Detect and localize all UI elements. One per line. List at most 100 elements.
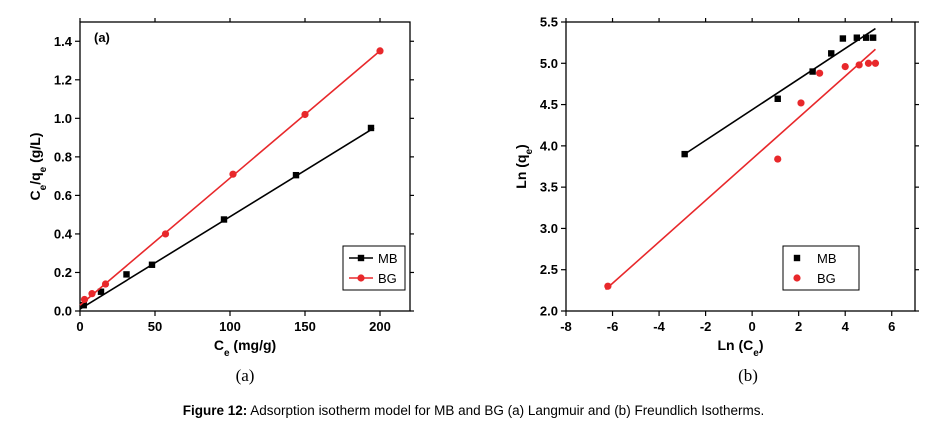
x-tick-label: 0: [76, 319, 83, 334]
data-point-mb: [681, 150, 688, 158]
y-axis-title: Ln (qe): [513, 144, 535, 188]
series-mb: [79, 124, 375, 310]
y-axis-title: Ce/qe (g/L): [27, 133, 49, 201]
legend-box: [342, 245, 406, 291]
data-point-mb: [292, 171, 300, 179]
legend-label: BG: [378, 271, 397, 286]
data-point-bg: [229, 170, 237, 178]
y-tick-label: 5.0: [540, 56, 558, 71]
x-axis-title-main: Ln (C: [718, 337, 754, 353]
x-tick-label: -6: [607, 319, 619, 334]
x-tick-label: 4: [842, 319, 850, 334]
x-tick-label: -4: [653, 319, 665, 334]
figure-canvas: 0 50 100 150 200 0.0 0.2 0.4 0.6 0.8 1.0 1.2 1.4 Ce (…: [27, 15, 919, 359]
x-axis-title-main: C: [214, 337, 224, 353]
data-point-bg: [101, 280, 110, 288]
y-tick-label: 0.8: [54, 149, 72, 164]
x-tick-label: -8: [560, 319, 572, 334]
fit-line-bg: [79, 50, 381, 306]
y-tick-label: 4.5: [540, 97, 558, 112]
data-point-mb: [367, 124, 375, 132]
data-point-mb: [123, 271, 130, 278]
data-point-mb: [839, 35, 847, 42]
y-tick-label: 2.0: [540, 304, 558, 319]
data-point-bg: [864, 59, 873, 67]
data-point-mb: [809, 68, 816, 75]
series-bg: [604, 48, 880, 291]
plot-frame: [565, 21, 916, 312]
data-point-bg: [88, 290, 96, 298]
plot-frame: [79, 21, 411, 312]
y-tick-label: 4.0: [540, 138, 558, 153]
legend-marker: [357, 274, 365, 282]
data-point-bg: [376, 47, 384, 55]
x-tick-label: 50: [148, 319, 162, 334]
x-tick-label: 6: [888, 319, 895, 334]
data-point-mb: [148, 261, 156, 268]
y-tick-label: 3.0: [540, 221, 558, 236]
x-tick-label: 200: [369, 319, 391, 334]
y-tick-label: 3.5: [540, 180, 558, 195]
data-point-mb: [828, 50, 835, 57]
data-point-bg: [161, 230, 170, 238]
series-mb: [681, 27, 877, 158]
chart-panel-b: -8 -6 -4 -2 0 2 4 6 2.0 2.5 3.0 3.5 4.0 4.5 5.0 5.5 Ln (…: [513, 15, 919, 359]
series-bg: [79, 47, 384, 306]
data-point-bg: [871, 59, 880, 67]
data-point-mb: [220, 216, 228, 223]
caption-b: (b): [738, 366, 758, 385]
y-tick-label: 1.2: [54, 72, 72, 87]
y-axis-title-part: ): [513, 144, 529, 149]
fit-line-mb: [684, 27, 876, 155]
legend-box: [782, 245, 860, 291]
data-point-bg: [816, 69, 824, 77]
y-axis-title-part: /q: [27, 172, 43, 184]
y-axis-title-part: C: [27, 190, 43, 200]
data-point-mb: [80, 302, 87, 309]
legend: MB BG: [342, 245, 406, 291]
x-tick-label: 150: [294, 319, 316, 334]
legend: MB BG: [782, 245, 860, 291]
data-point-bg: [80, 295, 89, 304]
legend-marker: [357, 254, 365, 262]
figure-caption-label: Figure 12:: [182, 403, 248, 418]
x-tick-label: 2: [795, 319, 802, 334]
y-tick-label: 2.5: [540, 262, 558, 277]
legend-label: BG: [817, 271, 836, 286]
x-axis-title-sub: e: [224, 348, 230, 359]
y-axis-title-sub: e: [524, 149, 535, 155]
panel-label: (a): [94, 30, 110, 45]
data-point-mb: [853, 34, 861, 41]
figure-caption: Figure 12: Adsorption isotherm model for…: [0, 403, 947, 418]
legend-label: MB: [817, 251, 837, 266]
y-tick-label: 1.4: [54, 34, 73, 49]
data-point-mb: [869, 34, 877, 41]
x-axis-title-sub: e: [753, 348, 759, 359]
y-tick-label: 0.2: [54, 265, 72, 280]
y-tick-label: 0.0: [54, 304, 72, 319]
x-tick-label: 100: [219, 319, 241, 334]
x-tick-label: 0: [749, 319, 756, 334]
data-point-bg: [841, 62, 849, 71]
legend-marker: [793, 274, 801, 282]
data-point-bg: [774, 155, 782, 163]
data-point-bg: [604, 282, 612, 290]
y-tick-label: 5.5: [540, 15, 558, 30]
data-point-bg: [301, 110, 309, 119]
data-point-bg: [797, 99, 805, 107]
x-axis-title: Ln (Ce): [718, 337, 764, 359]
y-axis-title-part: Ln (q: [513, 155, 529, 189]
x-axis-title: Ce (mg/g): [214, 337, 276, 359]
data-point-mb: [97, 288, 105, 295]
x-tick-label: -2: [700, 319, 712, 334]
data-point-mb: [862, 34, 870, 41]
data-point-mb: [774, 95, 781, 102]
y-axis-title-sub: e: [38, 166, 49, 172]
y-tick-label: 1.0: [54, 111, 72, 126]
legend-label: MB: [378, 251, 398, 266]
figure-caption-text: Adsorption isotherm model for MB and BG …: [247, 403, 765, 418]
chart-panel-a: 0 50 100 150 200 0.0 0.2 0.4 0.6 0.8 1.0 1.2 1.4 Ce (…: [27, 18, 414, 359]
y-axis-title-sub: e: [38, 184, 49, 190]
caption-a: (a): [235, 366, 255, 385]
x-axis-title-unit: (mg/g): [230, 337, 277, 353]
